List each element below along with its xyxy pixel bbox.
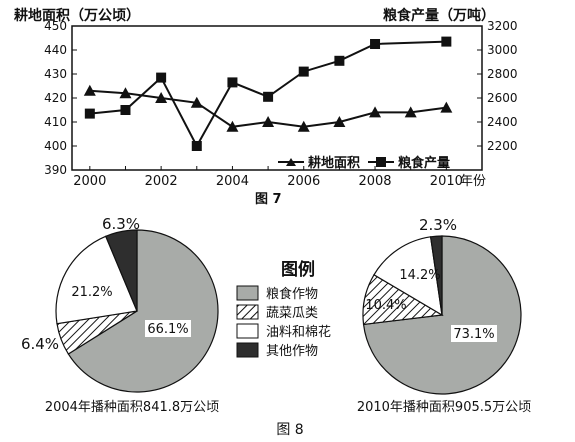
grain-data-point (191, 141, 202, 151)
pie-slice-other (429, 235, 443, 316)
grain-data-point (441, 36, 452, 47)
pie-value-label-vegetable: 10.4% (365, 298, 406, 313)
right-axis-tick-label: 2600 (487, 91, 518, 105)
pie-slice-other (104, 229, 138, 312)
legend-title: 图例 (281, 259, 315, 280)
pie-slice-grain (67, 229, 219, 393)
pie-charts-figure-8: 66.1% 6.4% 21.2% 6.3% 73.1% 10.4% 14.2% 2.3% 图… (21, 215, 531, 438)
right-axis-tick-label: 2200 (487, 139, 518, 153)
right-axis-tick-label: 3200 (487, 19, 518, 33)
value-label-box (451, 325, 497, 342)
pie-2004: 66.1% 6.4% 21.2% 6.3% (21, 215, 219, 393)
left-axis-tick-label: 410 (44, 115, 67, 129)
value-label-box (145, 320, 191, 337)
right-axis-tick-label: 3000 (487, 43, 518, 57)
area-data-point (190, 96, 203, 108)
figure-8-caption: 图 8 (276, 422, 303, 438)
legend-swatch-vegetable (236, 304, 259, 320)
line-legend: 耕地面积 粮食产量 (278, 155, 450, 171)
plot-frame (71, 25, 483, 171)
pie-slice-oil-cotton (373, 236, 443, 317)
pie-value-label-grain: 66.1% (147, 322, 188, 337)
area-data-point (262, 116, 275, 127)
figure-7-caption: 图 7 (255, 192, 282, 207)
area-data-point (119, 87, 132, 99)
grain-data-point (370, 39, 381, 49)
pie-value-label-oil-cotton: 14.2% (399, 268, 440, 283)
legend-square-marker (376, 157, 386, 167)
left-axis-tick-label: 450 (44, 19, 67, 33)
left-axis-tick-label: 440 (44, 43, 67, 57)
legend-swatch-other (236, 342, 259, 358)
grain-data-point (227, 77, 238, 88)
pie-value-label-vegetable: 6.4% (21, 335, 59, 353)
legend-label-other: 其他作物 (266, 344, 318, 359)
pie-slice-oil-cotton (55, 235, 138, 325)
x-axis-tick-label: 2002 (145, 174, 178, 189)
pie-value-label-grain: 73.1% (453, 327, 494, 342)
pie-2010-caption: 2010年播种面积905.5万公顷 (357, 400, 531, 415)
x-axis-tick-label: 2000 (73, 174, 106, 189)
area-data-point (404, 106, 417, 118)
left-axis-tick-label: 400 (44, 139, 67, 153)
area-data-point (333, 116, 346, 127)
pie-value-label-other: 6.3% (102, 215, 140, 233)
line-chart-figure-7: 耕地面积（万公顷） 粮食产量（万吨） 390 400 410 420 430 440 450… (14, 7, 518, 207)
x-axis-tick-label: 2008 (358, 174, 391, 189)
right-axis-tick-label: 2400 (487, 115, 518, 129)
legend-swatch-grain (236, 285, 259, 301)
legend-label-grain: 粮食作物 (266, 286, 318, 302)
legend-label-grain: 粮食产量 (398, 155, 450, 171)
legend-swatch-oil-cotton (236, 323, 259, 339)
area-data-point (440, 101, 453, 113)
pie-value-label-other: 2.3% (419, 216, 457, 234)
area-data-point (226, 120, 239, 132)
legend-label-vegetable: 蔬菜瓜类 (266, 306, 318, 321)
grain-data-point (156, 72, 167, 83)
right-axis-tick-label: 2800 (487, 67, 518, 81)
area-data-point (155, 92, 168, 103)
x-axis-tick-label: 2010 (430, 174, 463, 189)
area-data-point (369, 106, 382, 118)
pie-2004-caption: 2004年播种面积841.8万公顷 (45, 400, 219, 415)
grain-data-point (298, 66, 309, 77)
series-line-grain (89, 40, 447, 149)
left-axis-tick-label: 390 (44, 163, 67, 177)
right-axis-title: 粮食产量（万吨） (383, 7, 495, 24)
area-data-point (297, 120, 310, 132)
x-axis-tick-label: 2004 (216, 174, 249, 189)
x-axis-suffix: 年份 (460, 174, 486, 189)
left-axis-title: 耕地面积（万公顷） (14, 7, 140, 24)
x-axis-tick-label: 2006 (287, 174, 320, 189)
pie-2010: 73.1% 10.4% 14.2% 2.3% (362, 216, 522, 395)
left-axis-tick-label: 430 (44, 67, 67, 81)
left-axis-tick-label: 420 (44, 91, 67, 105)
grain-data-point (263, 91, 274, 102)
area-data-point (83, 84, 96, 96)
grain-data-point (120, 105, 131, 115)
grain-data-point (84, 108, 95, 119)
pie-value-label-oil-cotton: 21.2% (71, 285, 112, 300)
grain-data-point (334, 55, 345, 66)
legend-label-oil-cotton: 油料和棉花 (266, 324, 331, 340)
legend-label-area: 耕地面积 (308, 155, 360, 171)
